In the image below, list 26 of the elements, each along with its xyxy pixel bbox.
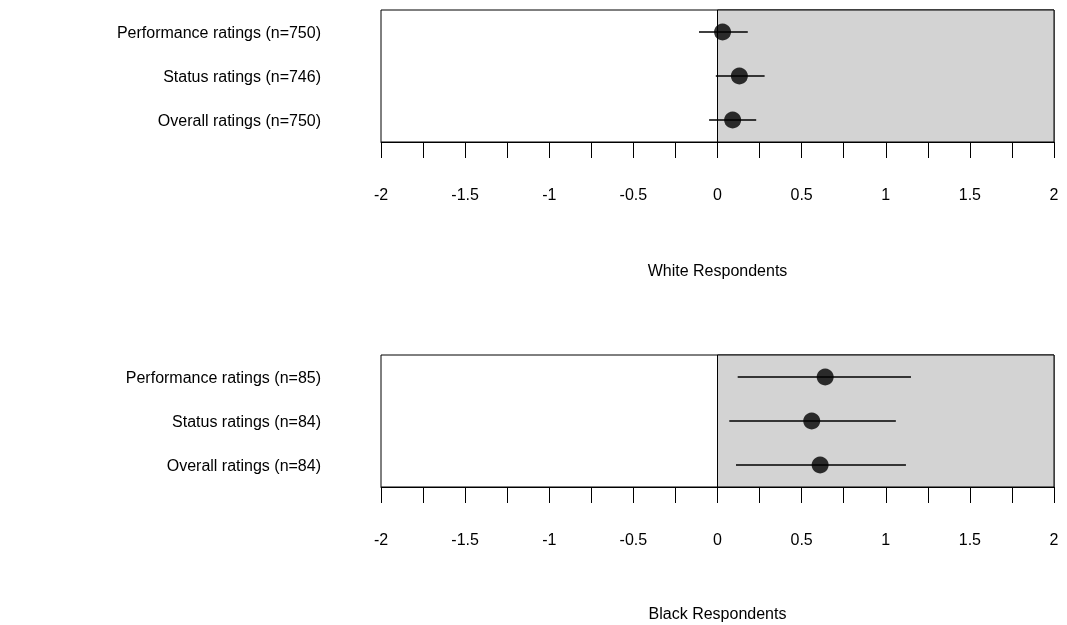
x-tick-label: 1.5: [958, 530, 982, 548]
x-tick-label: 1: [881, 530, 891, 548]
y-tick-label: Performance ratings (n=85): [125, 368, 321, 386]
x-tick-label: 0: [713, 530, 723, 548]
x-tick-label: 2: [1049, 530, 1059, 548]
x-tick-label: 0: [713, 185, 723, 203]
x-tick-label: 0.5: [790, 185, 813, 203]
y-tick-label: Status ratings (n=84): [172, 412, 321, 430]
x-tick-label: 1.5: [958, 185, 982, 203]
x-tick-label: -2: [373, 530, 389, 548]
y-tick-label: Overall ratings (n=84): [166, 456, 321, 474]
y-tick-label: Performance ratings (n=750): [116, 23, 321, 41]
x-tick-label: -1.5: [451, 185, 480, 203]
x-axis-title: Black Respondents: [648, 604, 787, 622]
x-tick-label: -1: [542, 185, 557, 203]
x-axis-title: White Respondents: [647, 261, 788, 279]
x-tick-label: 0.5: [790, 530, 813, 548]
x-tick-label: -1.5: [451, 530, 480, 548]
y-tick-label: Status ratings (n=746): [163, 67, 321, 85]
x-tick-label: 2: [1049, 185, 1059, 203]
x-tick-label: -0.5: [619, 185, 648, 203]
y-tick-label: Overall ratings (n=750): [157, 111, 321, 129]
x-tick-label: -0.5: [619, 530, 648, 548]
x-tick-label: -2: [373, 185, 389, 203]
x-tick-label: -1: [542, 530, 557, 548]
x-tick-label: 1: [881, 185, 891, 203]
